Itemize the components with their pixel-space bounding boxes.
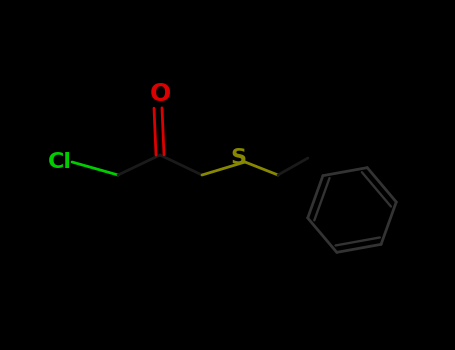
Text: S: S [230,148,246,168]
Text: O: O [149,82,171,106]
Text: Cl: Cl [48,152,72,172]
